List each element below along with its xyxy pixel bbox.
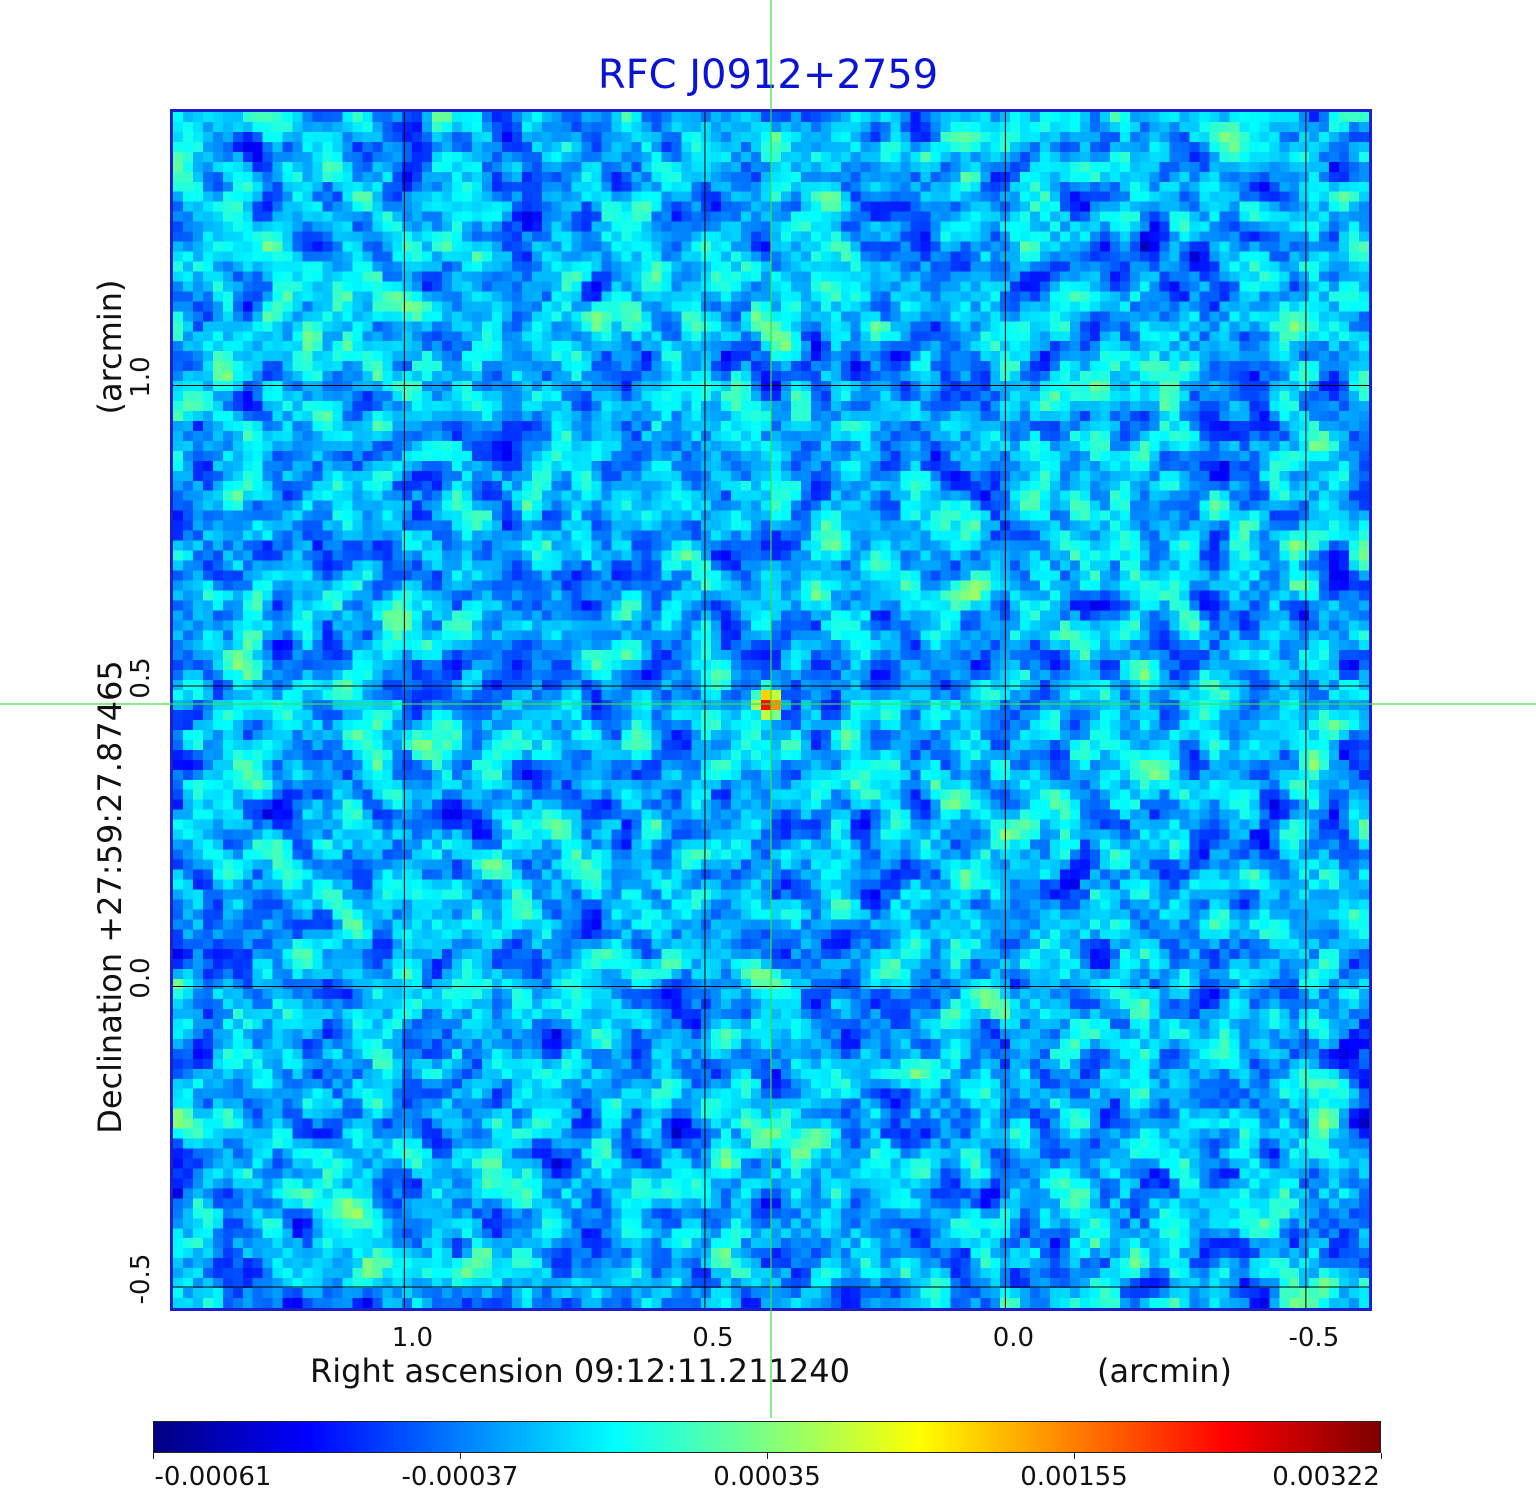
x-tick-label: 1.0 [391, 1323, 434, 1353]
chart-title: RFC J0912+2759 [597, 52, 939, 98]
colorbar-tick-mark [1380, 1453, 1382, 1459]
colorbar-tick-mark [1073, 1453, 1075, 1459]
x-tick-label: 0.5 [692, 1323, 734, 1353]
colorbar [153, 1421, 1381, 1453]
colorbar-tick-label: -0.00061 [154, 1462, 272, 1492]
y-tick-label: 0.5 [126, 657, 156, 699]
coordinate-grid [173, 112, 1369, 1308]
colorbar-tick-label: 0.00322 [1272, 1462, 1380, 1492]
x-axis-unit: (arcmin) [1097, 1352, 1232, 1390]
colorbar-tick-mark [459, 1453, 461, 1459]
y-axis-unit: (arcmin) [91, 279, 129, 415]
y-tick-label: 0.0 [126, 957, 156, 1000]
colorbar-tick-label: 0.00155 [1020, 1462, 1128, 1492]
y-axis-label: Declination +27:59:27.87465 [91, 660, 129, 1134]
x-tick-label: 0.0 [992, 1323, 1035, 1353]
colorbar-tick-label: -0.00037 [401, 1462, 519, 1492]
x-tick-label: -0.5 [1288, 1323, 1340, 1353]
y-tick-label: -0.5 [126, 1253, 156, 1305]
image-plot-area[interactable] [170, 109, 1372, 1311]
colorbar-tick-mark [766, 1453, 768, 1459]
colorbar-tick-label: 0.00035 [713, 1462, 821, 1492]
x-axis-label: Right ascension 09:12:11.211240 [310, 1352, 850, 1390]
y-tick-label: 1.0 [126, 356, 156, 399]
colorbar-tick-mark [152, 1453, 154, 1459]
